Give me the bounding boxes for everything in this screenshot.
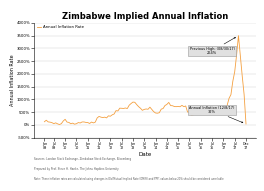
Title: Zimbabwe Implied Annual Inflation: Zimbabwe Implied Annual Inflation xyxy=(62,12,228,21)
Annual Inflation Rate xyxy=(244,123,248,125)
Annual Inflation Rate xyxy=(77,121,80,124)
Annual Inflation Rate xyxy=(237,35,240,37)
Annual Inflation Rate xyxy=(139,107,142,109)
X-axis label: Date: Date xyxy=(139,152,152,157)
Text: Annual Inflation (12/8/17)
32%: Annual Inflation (12/8/17) 32% xyxy=(189,106,243,123)
Y-axis label: Annual Inflation Rate: Annual Inflation Rate xyxy=(10,54,15,106)
Annual Inflation Rate xyxy=(43,121,46,123)
Text: Note: These inflation rates are calculated using changes in Old Mutual Implied R: Note: These inflation rates are calculat… xyxy=(34,176,224,180)
Annual Inflation Rate xyxy=(205,108,208,110)
Legend: Annual Inflation Rate: Annual Inflation Rate xyxy=(36,25,84,30)
Line: Annual Inflation Rate: Annual Inflation Rate xyxy=(44,36,246,125)
Annual Inflation Rate xyxy=(218,113,221,116)
Text: Prepared by Prof. Steve H. Hanke, The Johns Hopkins University: Prepared by Prof. Steve H. Hanke, The Jo… xyxy=(34,167,119,171)
Text: Previous High: (08/30/17)
264%: Previous High: (08/30/17) 264% xyxy=(190,37,235,55)
Annual Inflation Rate xyxy=(58,123,61,126)
Annual Inflation Rate xyxy=(65,121,69,123)
Text: Sources: London Stock Exchange, Zimbabwe Stock Exchange, Bloomberg: Sources: London Stock Exchange, Zimbabwe… xyxy=(34,157,131,161)
Annual Inflation Rate xyxy=(222,109,225,112)
